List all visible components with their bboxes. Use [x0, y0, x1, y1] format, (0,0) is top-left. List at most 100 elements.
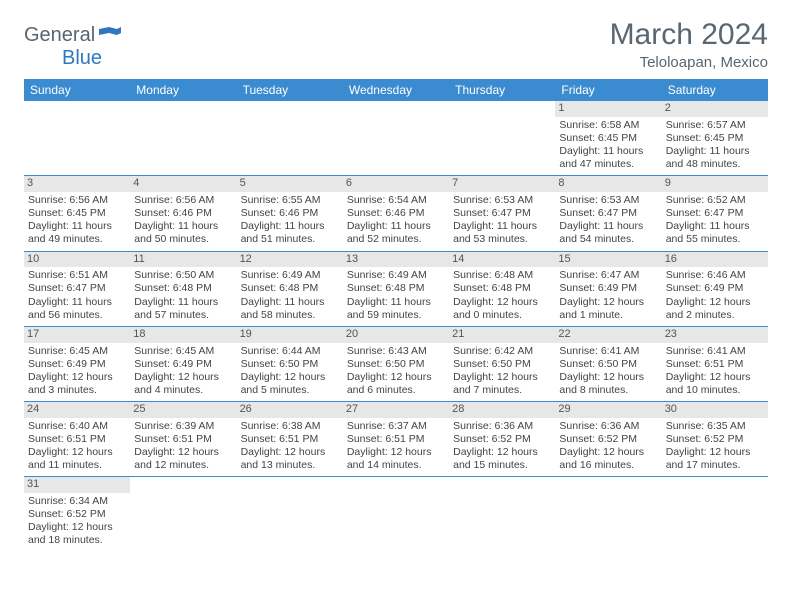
- sunrise-text: Sunrise: 6:55 AM: [241, 194, 339, 207]
- calendar-day-cell: 9Sunrise: 6:52 AMSunset: 6:47 PMDaylight…: [662, 176, 768, 251]
- sunset-text: Sunset: 6:46 PM: [241, 207, 339, 220]
- day-number: 27: [343, 402, 449, 418]
- sunrise-text: Sunrise: 6:52 AM: [666, 194, 764, 207]
- sunrise-text: Sunrise: 6:36 AM: [559, 420, 657, 433]
- calendar-day-cell: 30 Sunrise: 6:35 AMSunset: 6:52 PMDayligh…: [662, 402, 768, 477]
- sunset-text: Sunset: 6:46 PM: [134, 207, 232, 220]
- flag-icon: [99, 24, 121, 47]
- page-title: March 2024: [610, 18, 768, 52]
- daylight-text: Daylight: 11 hours and 58 minutes.: [241, 296, 339, 322]
- calendar-day-cell: 13Sunrise: 6:49 AMSunset: 6:48 PMDayligh…: [343, 251, 449, 326]
- sunset-text: Sunset: 6:52 PM: [559, 433, 657, 446]
- sunrise-text: Sunrise: 6:35 AM: [666, 420, 764, 433]
- sunrise-text: Sunrise: 6:42 AM: [453, 345, 551, 358]
- calendar-day-cell: 31Sunrise: 6:34 AMSunset: 6:52 PMDayligh…: [24, 477, 130, 552]
- logo-text: General Blue: [24, 24, 121, 70]
- calendar-week-row: 31Sunrise: 6:34 AMSunset: 6:52 PMDayligh…: [24, 477, 768, 552]
- sunset-text: Sunset: 6:45 PM: [28, 207, 126, 220]
- sunrise-text: Sunrise: 6:54 AM: [347, 194, 445, 207]
- daylight-text: Daylight: 12 hours and 18 minutes.: [28, 521, 126, 547]
- day-number: 26: [237, 402, 343, 418]
- sunset-text: Sunset: 6:52 PM: [666, 433, 764, 446]
- weekday-header: Monday: [130, 79, 236, 101]
- sunset-text: Sunset: 6:51 PM: [28, 433, 126, 446]
- calendar-day-cell: [662, 477, 768, 552]
- calendar-day-cell: 16Sunrise: 6:46 AMSunset: 6:49 PMDayligh…: [662, 251, 768, 326]
- sunset-text: Sunset: 6:49 PM: [134, 358, 232, 371]
- calendar-day-cell: 8Sunrise: 6:53 AMSunset: 6:47 PMDaylight…: [555, 176, 661, 251]
- day-number: 4: [130, 176, 236, 192]
- day-number: 31: [24, 477, 130, 493]
- daylight-text: Daylight: 12 hours and 2 minutes.: [666, 296, 764, 322]
- day-number: 13: [343, 252, 449, 268]
- calendar-week-row: 1Sunrise: 6:58 AMSunset: 6:45 PMDaylight…: [24, 101, 768, 176]
- calendar-day-cell: 10Sunrise: 6:51 AMSunset: 6:47 PMDayligh…: [24, 251, 130, 326]
- daylight-text: Daylight: 11 hours and 55 minutes.: [666, 220, 764, 246]
- sunset-text: Sunset: 6:48 PM: [241, 282, 339, 295]
- sunrise-text: Sunrise: 6:57 AM: [666, 119, 764, 132]
- sunrise-text: Sunrise: 6:39 AM: [134, 420, 232, 433]
- calendar-day-cell: 4Sunrise: 6:56 AMSunset: 6:46 PMDaylight…: [130, 176, 236, 251]
- calendar-day-cell: 17 Sunrise: 6:45 AMSunset: 6:49 PMDayligh…: [24, 326, 130, 401]
- calendar-day-cell: 14Sunrise: 6:48 AMSunset: 6:48 PMDayligh…: [449, 251, 555, 326]
- day-number: 8: [555, 176, 661, 192]
- calendar-week-row: 3Sunrise: 6:56 AMSunset: 6:45 PMDaylight…: [24, 176, 768, 251]
- day-number: 15: [555, 252, 661, 268]
- day-number: 28: [449, 402, 555, 418]
- sunset-text: Sunset: 6:50 PM: [241, 358, 339, 371]
- daylight-text: Daylight: 12 hours and 6 minutes.: [347, 371, 445, 397]
- sunset-text: Sunset: 6:45 PM: [559, 132, 657, 145]
- calendar-day-cell: 12Sunrise: 6:49 AMSunset: 6:48 PMDayligh…: [237, 251, 343, 326]
- calendar-day-cell: 6Sunrise: 6:54 AMSunset: 6:46 PMDaylight…: [343, 176, 449, 251]
- calendar-day-cell: 27Sunrise: 6:37 AMSunset: 6:51 PMDayligh…: [343, 402, 449, 477]
- daylight-text: Daylight: 12 hours and 11 minutes.: [28, 446, 126, 472]
- day-number: 17: [24, 327, 130, 343]
- daylight-text: Daylight: 12 hours and 8 minutes.: [559, 371, 657, 397]
- day-number: 2: [662, 101, 768, 117]
- sunrise-text: Sunrise: 6:51 AM: [28, 269, 126, 282]
- logo: General Blue: [24, 24, 121, 70]
- calendar-day-cell: 18Sunrise: 6:45 AMSunset: 6:49 PMDayligh…: [130, 326, 236, 401]
- sunrise-text: Sunrise: 6:44 AM: [241, 345, 339, 358]
- calendar-day-cell: 11Sunrise: 6:50 AMSunset: 6:48 PMDayligh…: [130, 251, 236, 326]
- logo-text-2: Blue: [62, 47, 102, 69]
- sunrise-text: Sunrise: 6:41 AM: [666, 345, 764, 358]
- sunrise-text: Sunrise: 6:45 AM: [28, 345, 126, 358]
- calendar-day-cell: 15Sunrise: 6:47 AMSunset: 6:49 PMDayligh…: [555, 251, 661, 326]
- calendar-day-cell: 24Sunrise: 6:40 AMSunset: 6:51 PMDayligh…: [24, 402, 130, 477]
- calendar-day-cell: 3Sunrise: 6:56 AMSunset: 6:45 PMDaylight…: [24, 176, 130, 251]
- daylight-text: Daylight: 11 hours and 53 minutes.: [453, 220, 551, 246]
- sunset-text: Sunset: 6:48 PM: [134, 282, 232, 295]
- sunrise-text: Sunrise: 6:36 AM: [453, 420, 551, 433]
- daylight-text: Daylight: 12 hours and 0 minutes.: [453, 296, 551, 322]
- calendar-day-cell: 5Sunrise: 6:55 AMSunset: 6:46 PMDaylight…: [237, 176, 343, 251]
- day-number: 10: [24, 252, 130, 268]
- daylight-text: Daylight: 12 hours and 13 minutes.: [241, 446, 339, 472]
- sunset-text: Sunset: 6:52 PM: [453, 433, 551, 446]
- logo-text-1: General: [24, 24, 95, 46]
- day-number: 23: [662, 327, 768, 343]
- day-number: 29: [555, 402, 661, 418]
- sunset-text: Sunset: 6:50 PM: [453, 358, 551, 371]
- sunrise-text: Sunrise: 6:58 AM: [559, 119, 657, 132]
- sunset-text: Sunset: 6:52 PM: [28, 508, 126, 521]
- calendar-day-cell: 21Sunrise: 6:42 AMSunset: 6:50 PMDayligh…: [449, 326, 555, 401]
- weekday-header: Sunday: [24, 79, 130, 101]
- sunset-text: Sunset: 6:49 PM: [28, 358, 126, 371]
- sunset-text: Sunset: 6:48 PM: [347, 282, 445, 295]
- sunset-text: Sunset: 6:51 PM: [666, 358, 764, 371]
- title-block: March 2024 Teloloapan, Mexico: [610, 18, 768, 71]
- calendar-day-cell: 28Sunrise: 6:36 AMSunset: 6:52 PMDayligh…: [449, 402, 555, 477]
- sunrise-text: Sunrise: 6:40 AM: [28, 420, 126, 433]
- daylight-text: Daylight: 12 hours and 17 minutes.: [666, 446, 764, 472]
- daylight-text: Daylight: 11 hours and 59 minutes.: [347, 296, 445, 322]
- sunrise-text: Sunrise: 6:37 AM: [347, 420, 445, 433]
- day-number: 30: [662, 402, 768, 418]
- header: General Blue March 2024 Teloloapan, Mexi…: [24, 18, 768, 71]
- daylight-text: Daylight: 12 hours and 3 minutes.: [28, 371, 126, 397]
- sunrise-text: Sunrise: 6:46 AM: [666, 269, 764, 282]
- daylight-text: Daylight: 12 hours and 10 minutes.: [666, 371, 764, 397]
- sunset-text: Sunset: 6:45 PM: [666, 132, 764, 145]
- calendar-day-cell: 22Sunrise: 6:41 AMSunset: 6:50 PMDayligh…: [555, 326, 661, 401]
- sunrise-text: Sunrise: 6:50 AM: [134, 269, 232, 282]
